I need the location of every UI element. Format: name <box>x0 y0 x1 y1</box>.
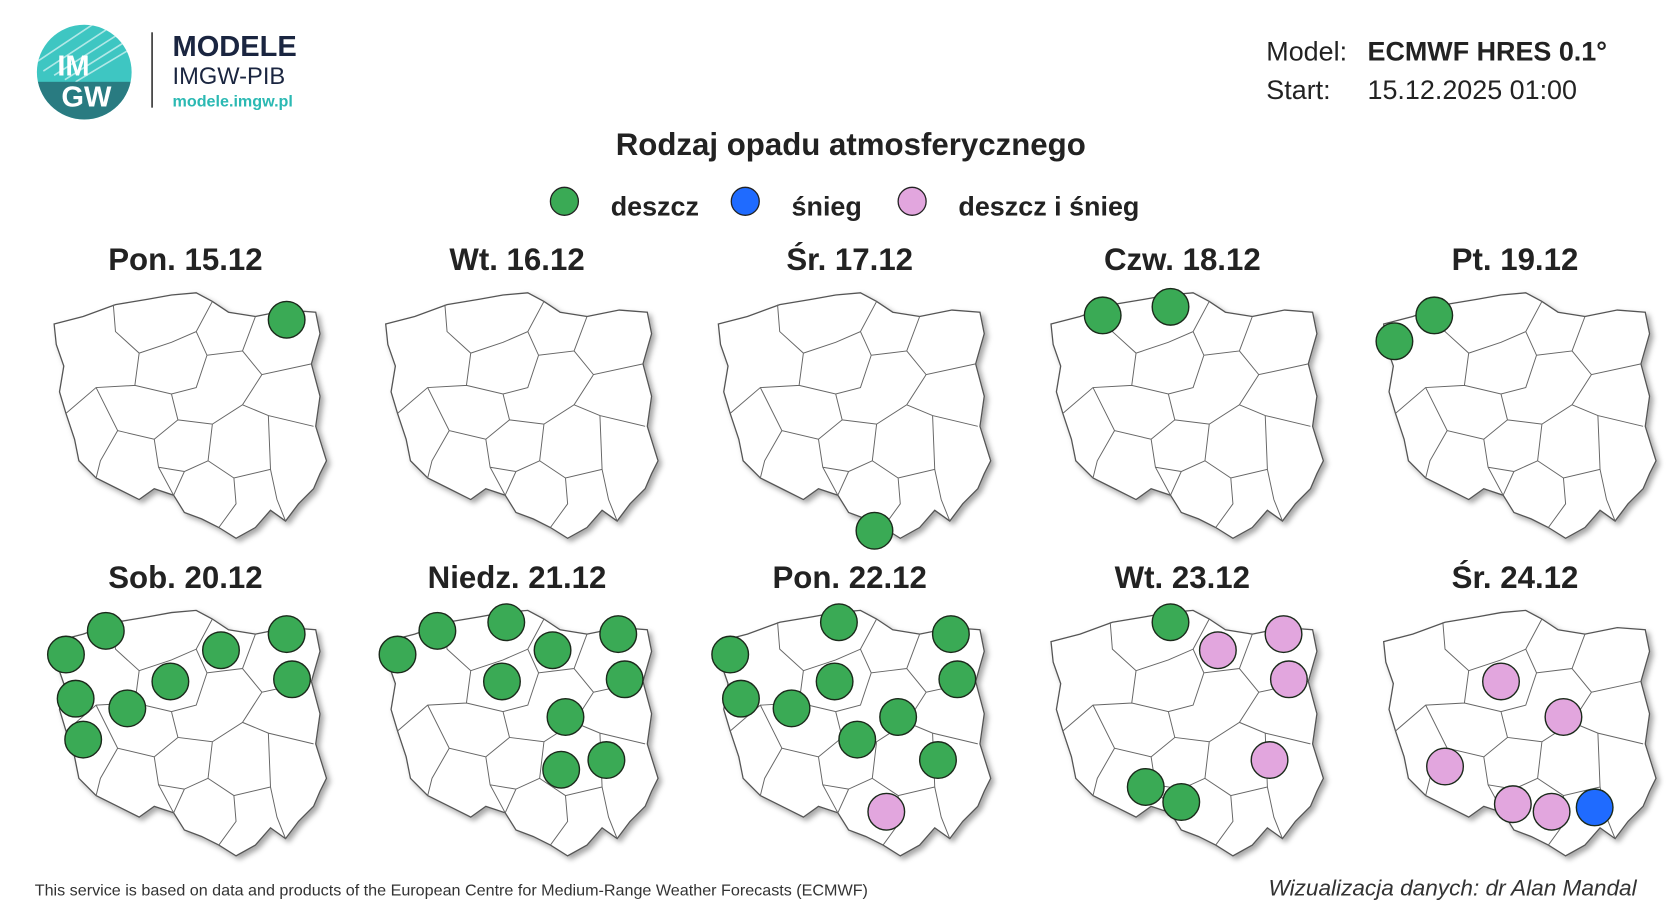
panel-title: Wt. 16.12 <box>449 242 584 277</box>
precip-marker <box>938 660 977 699</box>
model-label: Model: <box>1266 36 1347 66</box>
precip-marker <box>86 611 125 650</box>
start: 15.12.2025 01:00 <box>1368 75 1577 105</box>
precip-marker <box>378 635 417 674</box>
legend-label: deszcz i śnieg <box>958 191 1139 221</box>
precip-marker <box>418 611 457 650</box>
precip-marker <box>1162 783 1201 822</box>
logo: IM GW MODELE IMGW-PIB modele.imgw.pl <box>36 24 297 120</box>
precip-marker <box>879 697 918 736</box>
precip-marker <box>721 679 760 718</box>
panel: Pt. 19.12 <box>1375 242 1657 539</box>
org: IMGW-PIB <box>173 64 286 90</box>
precip-marker <box>1250 741 1289 780</box>
precip-marker <box>605 660 644 699</box>
precip-marker <box>1151 287 1190 326</box>
map <box>717 292 992 539</box>
title: Rodzaj opadu atmosferycznego <box>616 127 1086 162</box>
map <box>385 292 659 539</box>
precip-marker <box>819 603 858 642</box>
precip-marker <box>587 741 626 780</box>
legend-swatch <box>549 186 580 216</box>
precip-marker <box>1264 615 1303 654</box>
precip-marker <box>487 603 526 642</box>
precip-marker <box>1269 660 1308 699</box>
precip-marker <box>711 635 750 674</box>
panels: Pon. 15.12 Wt. 16.12 Śr. 17.12 Czw. 18.12 Pt… <box>46 241 1657 857</box>
panel: Pon. 22.12 <box>711 560 992 857</box>
country-outline <box>717 292 992 539</box>
legend-swatch <box>897 186 927 216</box>
precip-marker <box>201 631 240 670</box>
model-info: Model: ECMWF HRES 0.1° Start: 15.12.2025… <box>1266 36 1607 105</box>
precip-marker <box>815 662 854 701</box>
legend-swatch <box>730 186 760 216</box>
legend-label: deszcz <box>611 191 699 221</box>
precip-marker <box>918 741 957 780</box>
panel: Pon. 15.12 <box>53 242 328 539</box>
precip-marker <box>931 615 970 654</box>
precip-marker <box>542 750 581 789</box>
panel-title: Czw. 18.12 <box>1104 242 1261 277</box>
precip-marker <box>546 697 585 736</box>
credit: Wizualizacja danych: dr Alan Mandal <box>1268 876 1637 900</box>
panel-title: Wt. 23.12 <box>1115 560 1250 595</box>
precip-marker <box>482 662 521 701</box>
source-note: This service is based on data and produc… <box>35 882 868 900</box>
logo-text: IM <box>57 50 89 82</box>
panel-title: Pon. 15.12 <box>108 242 262 277</box>
country-outline <box>385 292 659 539</box>
precip-marker <box>1532 792 1571 831</box>
precip-marker <box>1575 788 1614 827</box>
panel-title: Sob. 20.12 <box>108 560 262 595</box>
legend-label: śnieg <box>792 191 862 221</box>
panel: Niedz. 21.12 <box>378 560 659 857</box>
precip-marker <box>867 792 906 831</box>
panel-title: Pt. 19.12 <box>1452 242 1579 277</box>
panel: Śr. 17.12 <box>717 241 992 550</box>
brand: MODELE <box>173 31 297 63</box>
panel: Czw. 18.12 <box>1050 242 1325 539</box>
precip-marker <box>1544 697 1583 736</box>
precip-marker <box>64 720 103 759</box>
start-label: Start: <box>1266 75 1330 105</box>
panel: Sob. 20.12 <box>46 560 328 857</box>
precip-marker <box>1126 767 1165 806</box>
panel-title: Śr. 24.12 <box>1452 559 1579 595</box>
precip-marker <box>1426 747 1465 786</box>
url: modele.imgw.pl <box>173 93 293 111</box>
precip-marker <box>838 720 877 759</box>
logo-text: GW <box>61 82 112 114</box>
panel-title: Pon. 22.12 <box>772 560 926 595</box>
precip-marker <box>1151 603 1190 642</box>
precip-marker <box>1493 785 1532 824</box>
panel: Wt. 23.12 <box>1050 560 1325 857</box>
precip-marker <box>267 300 306 339</box>
precip-marker <box>273 660 312 699</box>
precip-marker <box>855 511 894 550</box>
precip-marker <box>108 689 147 728</box>
precip-marker <box>151 662 190 701</box>
panel: Śr. 24.12 <box>1383 559 1657 857</box>
precip-marker <box>1482 662 1521 701</box>
precip-marker <box>1415 296 1454 335</box>
precip-marker <box>1375 322 1414 361</box>
precip-marker <box>772 689 811 728</box>
precip-marker <box>46 635 85 674</box>
panel: Wt. 16.12 <box>385 242 659 539</box>
legend: deszcz śnieg deszcz i śnieg <box>549 186 1139 221</box>
precip-marker <box>56 679 95 718</box>
model: ECMWF HRES 0.1° <box>1368 36 1608 66</box>
panel-title: Niedz. 21.12 <box>428 560 607 595</box>
precip-marker <box>533 631 572 670</box>
precip-marker <box>599 615 638 654</box>
precip-marker <box>1198 631 1237 670</box>
precip-marker <box>267 615 306 654</box>
panel-title: Śr. 17.12 <box>786 241 913 277</box>
precip-marker <box>1083 296 1122 335</box>
